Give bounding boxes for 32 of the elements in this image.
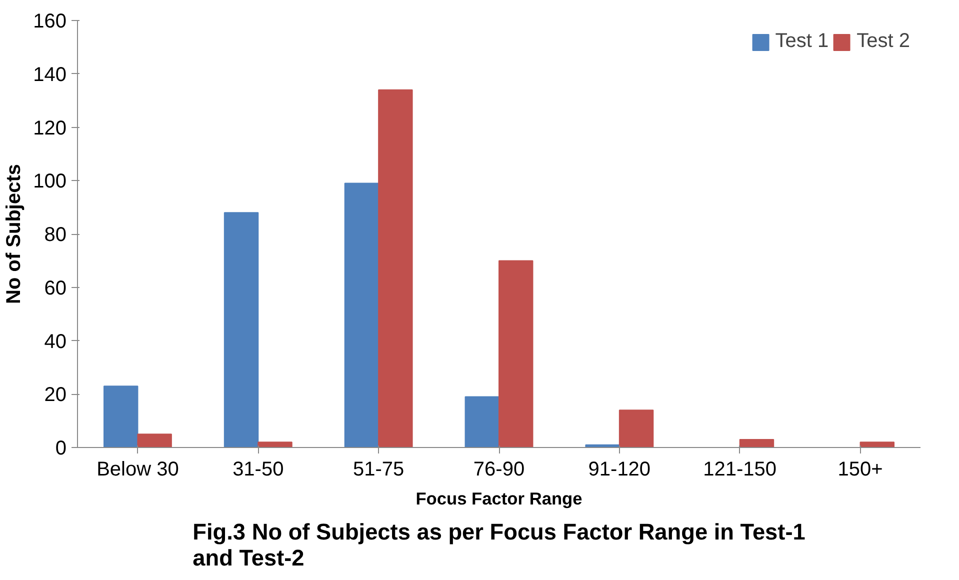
bar: [464, 396, 500, 448]
y-axis-title: No of Subjects: [3, 164, 26, 304]
bar: [224, 212, 259, 448]
bar: [344, 182, 380, 448]
bar: [258, 442, 292, 448]
y-tick-label: 60: [44, 277, 67, 300]
x-tick-label: Below 30: [96, 458, 179, 480]
legend-label: Test 1: [775, 30, 829, 53]
bar: [378, 89, 413, 448]
x-tick-label: 150+: [838, 458, 883, 480]
bar: [103, 386, 138, 448]
text: Fig.3 No of Subjects as per Focus Factor Range in Test-1 and Test-2: [192, 518, 806, 570]
y-tick-label: 120: [33, 117, 67, 140]
x-tick-label: 51-75: [352, 458, 404, 480]
x-tick-label: 91-120: [588, 458, 651, 480]
bar: [137, 434, 172, 448]
x-axis-title: Focus Factor Range: [416, 488, 583, 508]
y-tick-label: 0: [55, 438, 66, 460]
y-tick-label: 160: [33, 10, 67, 32]
bar: [498, 260, 534, 448]
y-tick-label: 80: [44, 224, 67, 246]
bar: [739, 438, 774, 448]
y-tick-label: 20: [44, 384, 67, 406]
x-tick-label: 121-150: [703, 458, 777, 480]
y-tick-label: 100: [33, 170, 67, 193]
y-tick-label: 140: [33, 64, 67, 86]
legend-label: Test 2: [856, 30, 910, 53]
y-tick-label: 40: [44, 330, 67, 353]
bar: [618, 410, 654, 448]
bar: [860, 442, 895, 448]
x-tick-label: 76-90: [473, 458, 525, 480]
x-tick-label: 31-50: [232, 458, 284, 480]
